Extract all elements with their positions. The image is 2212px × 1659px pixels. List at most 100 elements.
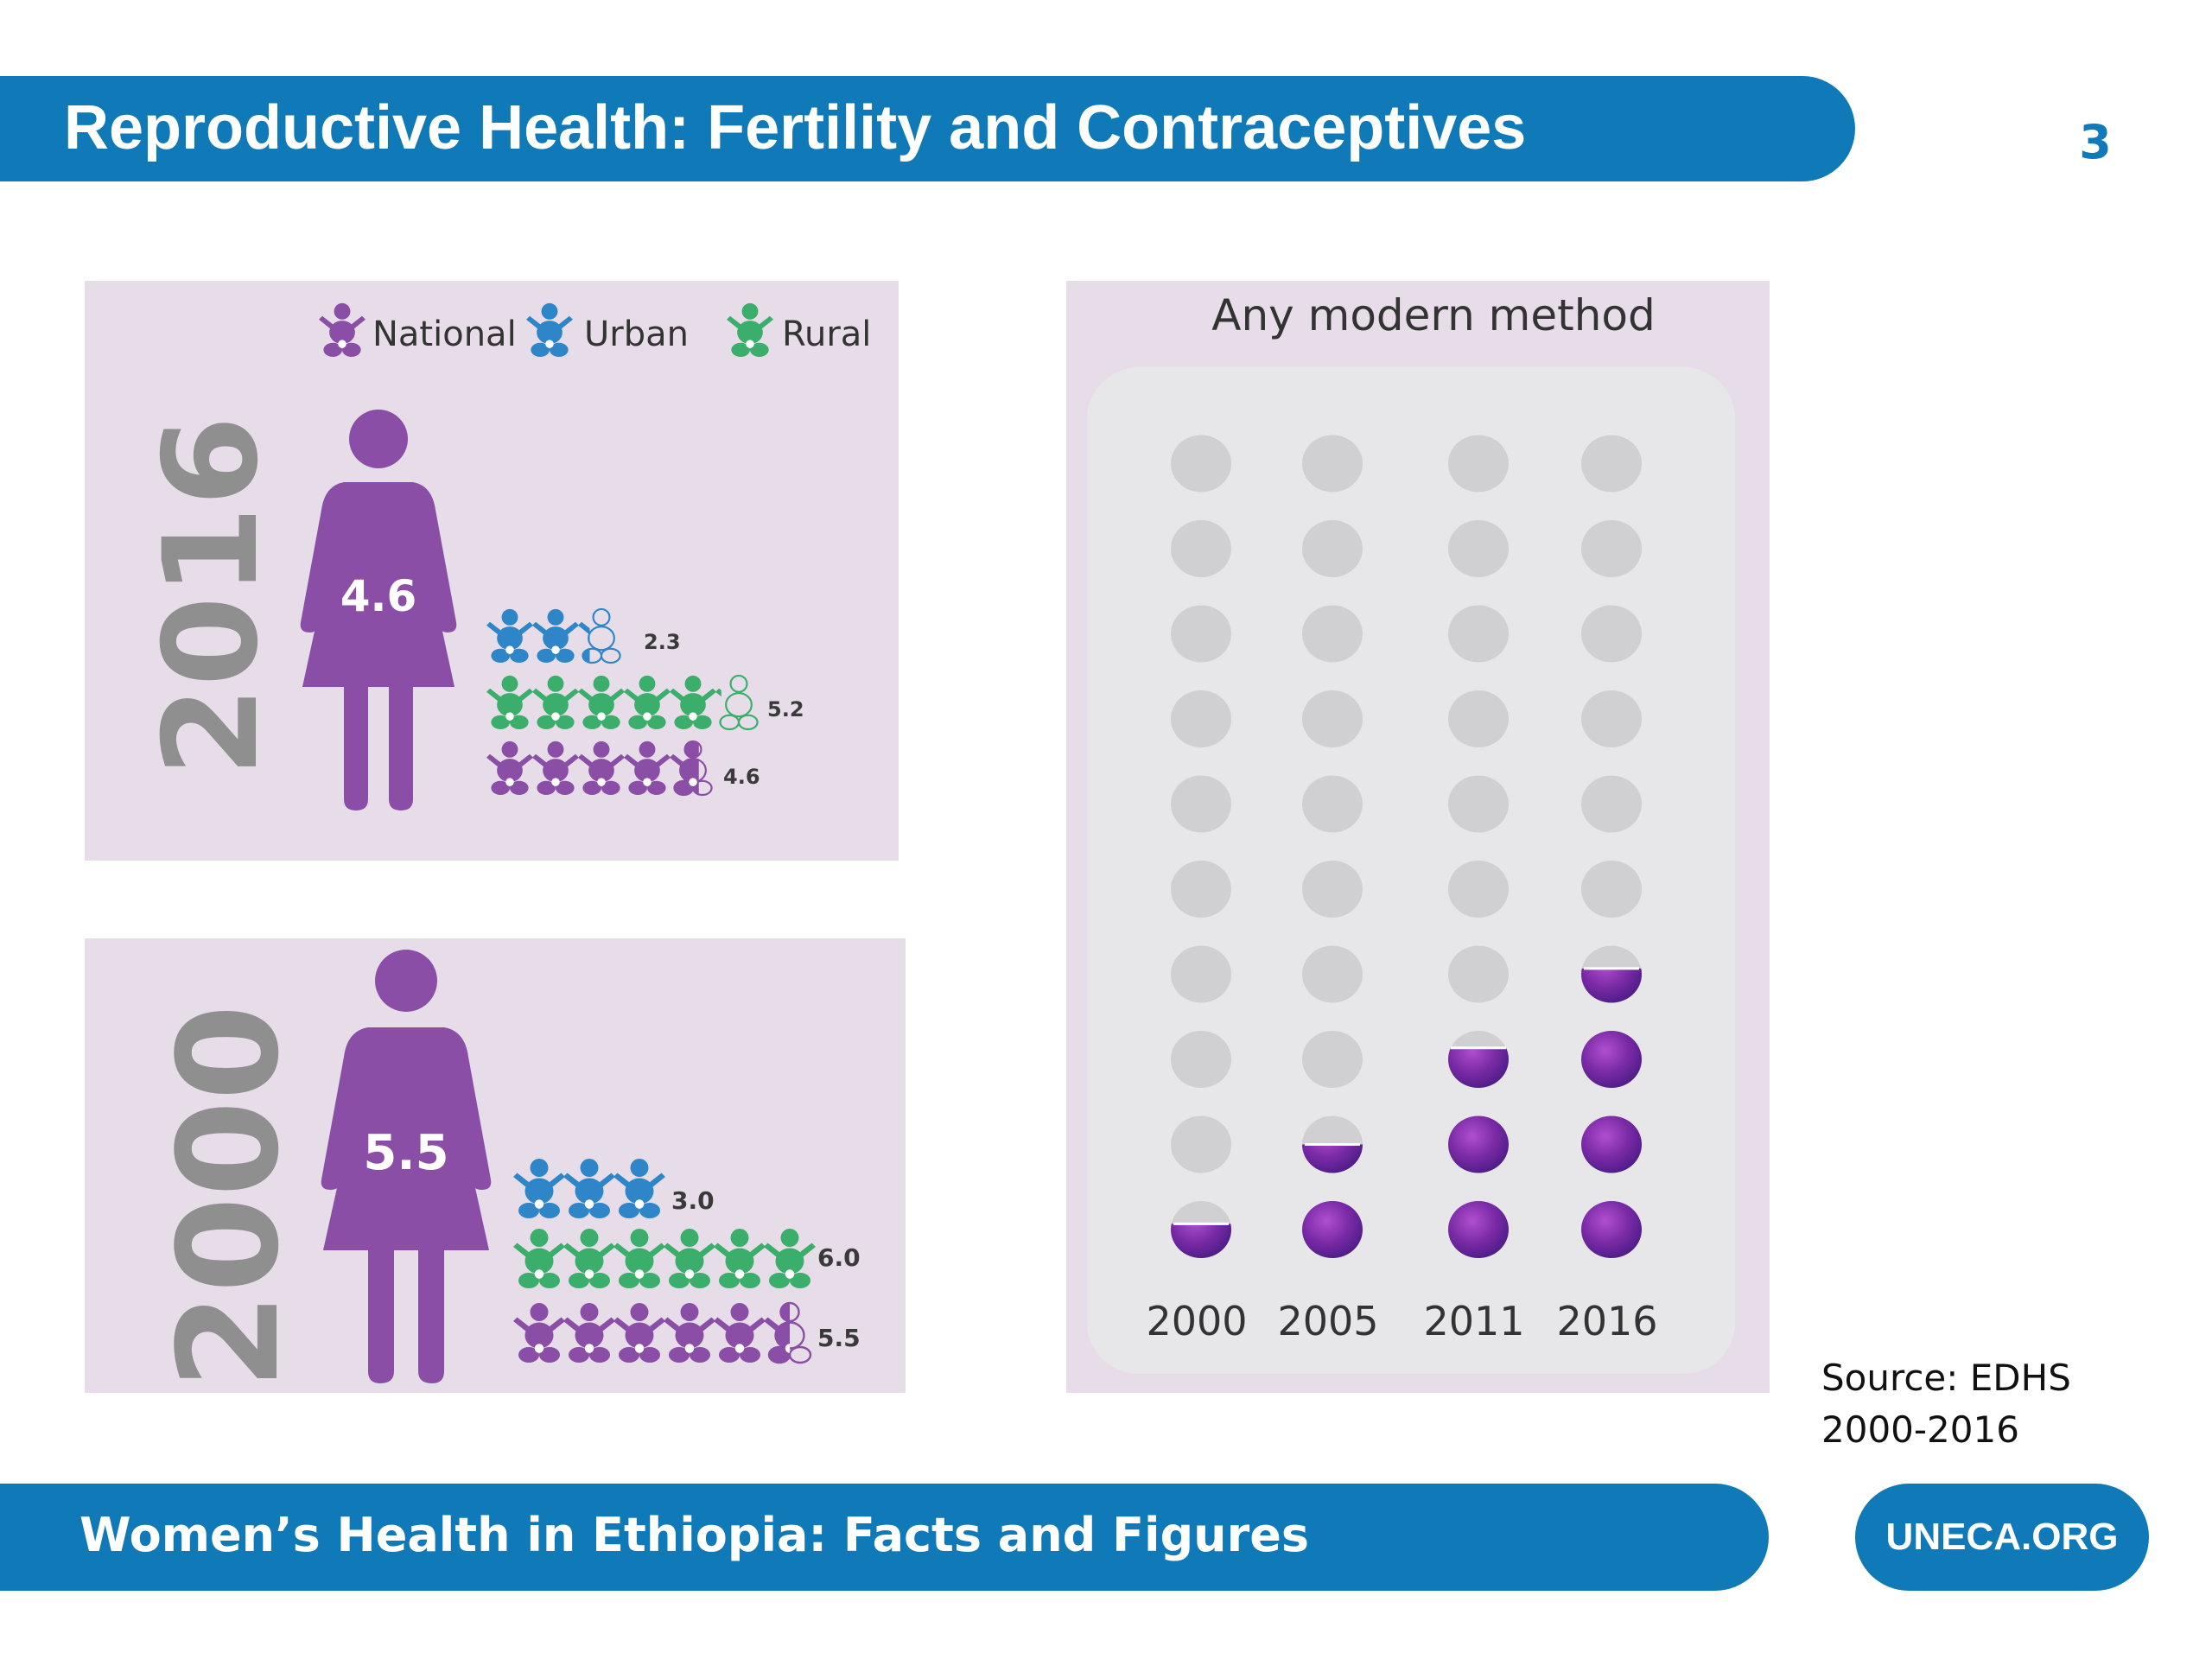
contraceptive-dot [1581, 520, 1642, 577]
national-value-2000: 5.5 [817, 1324, 861, 1352]
baby-icon-national-2016 [532, 741, 579, 795]
contraceptive-dot [1581, 605, 1642, 663]
contraceptive-dot [1171, 775, 1231, 833]
legend-national-baby-icon [319, 302, 365, 357]
baby-icon-national-2000 [563, 1303, 615, 1363]
footer-bar [0, 1484, 1769, 1591]
panel-2000 [85, 938, 906, 1393]
source-line-2: 2000-2016 [1821, 1408, 2019, 1451]
urban-value-2000: 3.0 [671, 1186, 715, 1215]
woman-value-2000: 5.5 [363, 1125, 449, 1181]
contraceptive-dot [1171, 1201, 1231, 1258]
contraceptive-dot [1581, 690, 1642, 747]
baby-icon-urban-2000 [513, 1159, 565, 1218]
contraceptive-dot [1302, 690, 1363, 747]
baby-icon-rural-2016 [486, 675, 533, 729]
rural-value-2016: 5.2 [767, 697, 804, 721]
contraceptive-dot [1302, 861, 1363, 918]
contraceptive-dot [1581, 1031, 1642, 1088]
contraceptive-dot [1171, 1116, 1231, 1173]
baby-icon-rural-2016 [715, 674, 759, 731]
baby-icon-urban-2000 [613, 1159, 665, 1218]
contraceptive-dot [1448, 520, 1509, 577]
contraceptive-dot [1581, 861, 1642, 918]
page-title: Reproductive Health: Fertility and Contr… [64, 93, 1527, 162]
baby-icon-urban-2016 [486, 608, 533, 663]
contraceptive-dot [1448, 775, 1509, 833]
source-line-1: Source: EDHS [1821, 1357, 2071, 1399]
baby-icon-urban-2016 [532, 608, 579, 663]
contraceptive-dot [1448, 605, 1509, 663]
contraceptive-dot [1448, 1201, 1509, 1258]
legend-label-national: National [372, 315, 517, 354]
woman-icon-2016 [300, 410, 457, 810]
baby-icon-national-2016 [624, 741, 671, 795]
contraceptive-dot [1581, 435, 1642, 493]
legend-label-rural: Rural [782, 315, 872, 354]
legend-label-urban: Urban [584, 315, 689, 354]
column-year-2000: 2000 [1146, 1298, 1248, 1344]
baby-icon-national-2000 [764, 1301, 812, 1364]
contraceptive-dot [1581, 775, 1642, 833]
contraceptive-dot [1171, 690, 1231, 747]
contraceptive-dot [1448, 435, 1509, 493]
contraceptive-dot [1302, 1201, 1363, 1258]
uneca-link[interactable]: UNECA.ORG [1855, 1484, 2149, 1591]
baby-icon-rural-2016 [670, 675, 716, 729]
contraceptive-dot [1581, 1116, 1642, 1173]
contraceptive-dot [1302, 520, 1363, 577]
contraceptive-dot [1171, 605, 1231, 663]
urban-value-2016: 2.3 [644, 630, 681, 654]
baby-icon-national-2000 [513, 1303, 565, 1363]
rural-value-2000: 6.0 [817, 1243, 861, 1272]
contraceptive-dot [1581, 945, 1642, 1003]
baby-icon-national-2016 [486, 741, 533, 795]
baby-icon-urban-2016 [577, 607, 621, 664]
baby-icon-rural-2000 [513, 1229, 565, 1288]
baby-icon-rural-2016 [624, 675, 671, 729]
baby-icon-national-2000 [664, 1303, 715, 1363]
column-year-2016: 2016 [1556, 1298, 1658, 1344]
contraceptive-dot [1302, 605, 1363, 663]
header-bar [0, 76, 1855, 181]
contraceptive-dot [1302, 1116, 1363, 1173]
source-note: Source: EDHS 2000-2016 [1821, 1352, 2071, 1456]
baby-icon-rural-2000 [563, 1229, 615, 1288]
page-number: 3 [2079, 115, 2112, 169]
contraceptive-dot [1302, 945, 1363, 1003]
contraceptive-dot [1171, 435, 1231, 493]
baby-icon-national-2000 [613, 1303, 665, 1363]
baby-icon-rural-2000 [613, 1229, 665, 1288]
baby-icon-national-2000 [714, 1303, 766, 1363]
column-year-2005: 2005 [1277, 1298, 1379, 1344]
woman-value-2016: 4.6 [340, 571, 417, 621]
contraceptive-dot [1448, 861, 1509, 918]
baby-icon-national-2016 [670, 740, 713, 797]
contraceptive-dot [1448, 690, 1509, 747]
legend-urban-baby-icon [526, 302, 573, 357]
contraceptive-dot [1302, 775, 1363, 833]
contraceptive-dot [1171, 945, 1231, 1003]
contraceptive-dot [1302, 435, 1363, 493]
legend-rural-baby-icon [727, 302, 773, 357]
contraceptive-title: Any modern method [1211, 290, 1656, 340]
contraceptive-dot [1448, 1116, 1509, 1173]
contraceptive-dot [1448, 945, 1509, 1003]
national-value-2016: 4.6 [723, 765, 760, 789]
contraceptive-dot [1581, 1201, 1642, 1258]
panel-2016 [85, 281, 899, 861]
contraceptive-dot [1171, 1031, 1231, 1088]
contraceptive-dot [1171, 520, 1231, 577]
baby-icon-rural-2016 [578, 675, 625, 729]
baby-icon-rural-2000 [664, 1229, 715, 1288]
baby-icon-rural-2000 [714, 1229, 766, 1288]
baby-icon-rural-2000 [764, 1229, 816, 1288]
baby-icon-national-2016 [578, 741, 625, 795]
contraceptive-dot [1171, 861, 1231, 918]
contraceptive-dot [1448, 1031, 1509, 1088]
baby-icon-rural-2016 [532, 675, 579, 729]
contraceptive-dot [1302, 1031, 1363, 1088]
